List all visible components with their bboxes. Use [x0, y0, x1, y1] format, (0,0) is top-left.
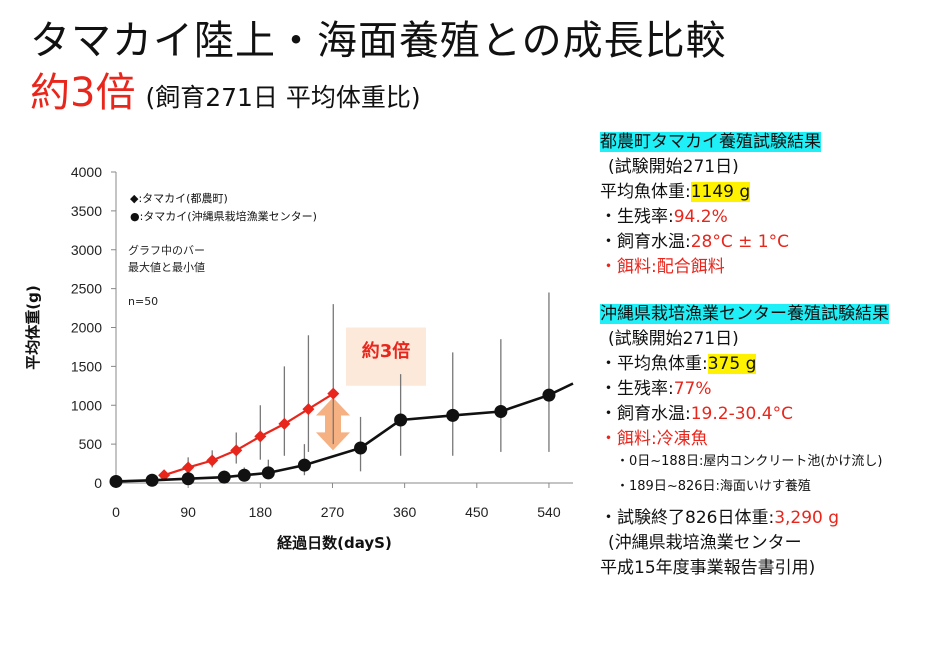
data-point-circle [145, 473, 159, 487]
subtitle-note: (飼育271日 平均体重比) [145, 83, 421, 112]
growth-chart: 0 500 1000 1500 2000 2500 3000 3500 4000 0 90 180 27… [24, 164, 574, 552]
y-axis-title: 平均体重(g) [24, 285, 42, 369]
y-tick-label: 3000 [71, 242, 102, 258]
data-point-circle [394, 413, 408, 427]
data-point-diamond [206, 454, 219, 467]
data-point-diamond [302, 403, 315, 416]
okinawa-temp-label: ・飼育水温: [600, 404, 691, 424]
okinawa-heading: 沖縄県栽培漁業センター養殖試験結果 [600, 304, 889, 324]
page-subtitle: 約3倍 (飼育271日 平均体重比) [30, 60, 421, 118]
tsuno-survival-value: 94.2% [673, 207, 728, 227]
note-line-2: 最大値と最小値 [128, 260, 205, 274]
results-panel: 都農町タマカイ養殖試験結果 (試験開始271日) 平均魚体重:1149 g ・生… [600, 130, 930, 581]
data-point-diamond [254, 430, 267, 443]
okinawa-note-2: ・189日~826日:海面いけす養殖 [616, 479, 811, 494]
data-point-circle [542, 388, 556, 402]
data-point-circle [446, 408, 460, 422]
data-point-diamond [230, 444, 243, 457]
callout-label: 約3倍 [362, 340, 411, 362]
okinawa-note-1: ・0日~188日:屋内コンクリート池(かけ流し) [616, 454, 883, 469]
x-tick-label: 540 [537, 504, 561, 520]
tsuno-weight-value: 1149 g [690, 182, 751, 202]
source-line-1: (沖縄県栽培漁業センター [608, 533, 802, 553]
okinawa-start: (試験開始271日) [608, 329, 739, 349]
y-tick-label: 1500 [71, 358, 102, 374]
final-weight-value: 3,290 g [774, 508, 840, 528]
tsuno-weight-label: 平均魚体重: [600, 182, 691, 202]
okinawa-survival-value: 77% [673, 379, 712, 399]
tsuno-temp-label: ・飼育水温: [600, 232, 691, 252]
okinawa-temp-value: 19.2-30.4°C [690, 404, 793, 424]
data-point-circle [109, 474, 123, 488]
y-tick-label: 1000 [71, 397, 102, 413]
data-point-diamond [182, 461, 195, 474]
y-tick-label: 4000 [71, 164, 102, 180]
x-tick-label: 360 [393, 504, 417, 520]
data-point-circle [237, 468, 251, 482]
source-line-2: 平成15年度事業報告書引用) [600, 558, 816, 578]
tsuno-heading: 都農町タマカイ養殖試験結果 [600, 132, 821, 152]
x-tick-label: 0 [112, 504, 120, 520]
tsuno-feed: ・餌料:配合餌料 [600, 257, 725, 277]
y-tick-label: 2000 [71, 320, 102, 336]
y-tick-label: 2500 [71, 281, 102, 297]
note-line-1: グラフ中のバー [128, 243, 205, 257]
okinawa-weight-label: ・平均魚体重: [600, 354, 708, 374]
data-point-circle [261, 466, 275, 480]
ratio-headline: 約3倍 [30, 70, 136, 116]
y-tick-label: 0 [94, 475, 102, 491]
data-point-circle [297, 458, 311, 472]
data-point-circle [217, 470, 231, 484]
x-tick-label: 450 [465, 504, 489, 520]
y-tick-label: 500 [79, 436, 103, 452]
legend-entry-1: ◆:タマカイ(都農町) [130, 191, 228, 205]
sample-size: n=50 [128, 295, 158, 308]
x-axis-title: 経過日数(dayS) [277, 534, 392, 552]
data-point-diamond [278, 417, 291, 430]
tsuno-temp-value: 28°C ± 1°C [690, 232, 789, 252]
data-point-circle [181, 472, 195, 486]
data-point-circle [494, 404, 508, 418]
legend-entry-2: ●:タマカイ(沖縄県栽培漁業センター) [130, 209, 317, 223]
callout-box [346, 327, 426, 386]
page-title: タマカイ陸上・海面養殖との成長比較 [30, 18, 727, 64]
tsuno-survival-label: ・生残率: [600, 207, 674, 227]
x-tick-label: 90 [180, 504, 196, 520]
tsuno-start: (試験開始271日) [608, 157, 739, 177]
okinawa-feed: ・餌料:冷凍魚 [600, 429, 708, 449]
okinawa-survival-label: ・生残率: [600, 379, 674, 399]
data-point-diamond [158, 469, 171, 482]
x-tick-label: 270 [321, 504, 345, 520]
data-point-diamond [327, 387, 340, 400]
final-weight-label: ・試験終了826日体重: [600, 508, 775, 528]
y-tick-label: 3500 [71, 203, 102, 219]
okinawa-weight-value: 375 g [707, 354, 757, 374]
data-point-circle [354, 441, 368, 455]
x-tick-label: 180 [249, 504, 273, 520]
